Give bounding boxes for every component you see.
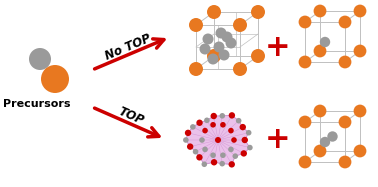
Circle shape <box>220 122 226 128</box>
Polygon shape <box>186 115 250 164</box>
Circle shape <box>189 62 203 76</box>
Circle shape <box>339 56 352 68</box>
Circle shape <box>190 124 196 130</box>
Circle shape <box>202 147 208 152</box>
Circle shape <box>320 137 330 147</box>
Circle shape <box>200 44 211 54</box>
Circle shape <box>327 131 338 142</box>
Circle shape <box>210 122 216 128</box>
Circle shape <box>353 145 366 157</box>
Circle shape <box>218 50 229 61</box>
Circle shape <box>299 116 311 128</box>
Circle shape <box>203 33 214 45</box>
Circle shape <box>353 45 366 57</box>
Circle shape <box>246 130 251 136</box>
Circle shape <box>314 5 326 17</box>
Circle shape <box>185 130 191 136</box>
Circle shape <box>339 156 352 168</box>
Circle shape <box>242 137 248 143</box>
Circle shape <box>196 154 203 160</box>
Circle shape <box>314 145 326 157</box>
Circle shape <box>251 49 265 63</box>
Text: TOP: TOP <box>116 105 146 128</box>
Text: Precursors: Precursors <box>3 99 71 109</box>
Circle shape <box>353 105 366 117</box>
Circle shape <box>228 128 234 133</box>
Circle shape <box>196 119 203 126</box>
Circle shape <box>202 128 208 133</box>
Text: No TOP: No TOP <box>103 32 153 62</box>
Circle shape <box>247 145 253 150</box>
Circle shape <box>201 161 207 167</box>
Circle shape <box>207 49 221 63</box>
Circle shape <box>210 152 216 158</box>
Circle shape <box>215 27 226 39</box>
Circle shape <box>233 18 247 32</box>
Circle shape <box>41 65 69 93</box>
Circle shape <box>240 150 247 157</box>
Circle shape <box>320 37 330 47</box>
Circle shape <box>299 156 311 168</box>
Circle shape <box>314 45 326 57</box>
Circle shape <box>240 124 246 130</box>
Circle shape <box>232 153 238 159</box>
Circle shape <box>226 38 237 48</box>
Circle shape <box>314 105 326 117</box>
Circle shape <box>193 149 198 154</box>
Circle shape <box>219 161 225 166</box>
Circle shape <box>189 18 203 32</box>
Circle shape <box>236 118 242 123</box>
Circle shape <box>222 31 232 42</box>
Circle shape <box>339 16 352 28</box>
Circle shape <box>183 137 189 143</box>
Circle shape <box>299 16 311 28</box>
Circle shape <box>231 137 237 143</box>
Circle shape <box>251 5 265 19</box>
Circle shape <box>220 113 225 119</box>
Circle shape <box>187 143 194 150</box>
Circle shape <box>220 152 226 158</box>
Circle shape <box>229 161 235 168</box>
Circle shape <box>199 137 205 143</box>
Text: +: + <box>265 33 291 62</box>
Circle shape <box>353 5 366 17</box>
Circle shape <box>207 5 221 19</box>
Circle shape <box>339 116 352 128</box>
Circle shape <box>214 42 225 53</box>
Circle shape <box>208 53 218 65</box>
Circle shape <box>29 48 51 70</box>
Circle shape <box>228 147 234 152</box>
Circle shape <box>211 113 217 119</box>
Circle shape <box>204 117 210 123</box>
Circle shape <box>299 56 311 68</box>
Circle shape <box>215 137 221 143</box>
Circle shape <box>229 112 235 119</box>
Circle shape <box>233 62 247 76</box>
Text: +: + <box>265 125 291 154</box>
Circle shape <box>211 159 217 165</box>
